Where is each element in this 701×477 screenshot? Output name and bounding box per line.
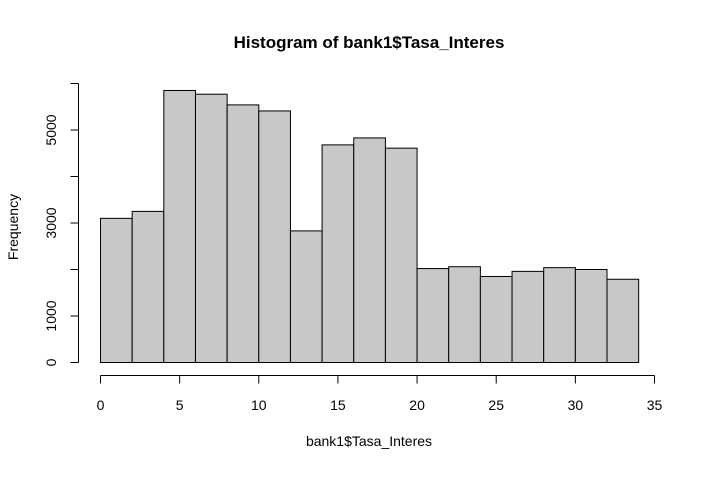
y-tick-label: 3000 — [43, 207, 59, 238]
histogram-bar — [606, 278, 640, 364]
y-tick-label: 5000 — [43, 114, 59, 145]
x-tick-label: 35 — [647, 397, 663, 413]
y-tick-label: 1000 — [43, 300, 59, 331]
histogram-bar — [353, 137, 386, 363]
x-tick-label: 20 — [409, 397, 425, 413]
histogram-bar — [511, 270, 545, 363]
histogram-bar — [100, 217, 133, 363]
x-tick-label: 25 — [488, 397, 504, 413]
x-tick-label: 5 — [176, 397, 184, 413]
histogram-bar — [163, 89, 196, 363]
chart-title: Histogram of bank1$Tasa_Interes — [234, 33, 505, 52]
x-tick-label: 15 — [330, 397, 346, 413]
y-axis-label: Frequency — [5, 194, 21, 260]
histogram-bar — [416, 268, 450, 364]
histogram-bar — [194, 93, 228, 363]
histogram-bar — [384, 147, 418, 363]
y-axis: 0 1000 3000 5000 — [43, 83, 79, 366]
histogram-bar — [258, 110, 291, 363]
bars-group — [100, 89, 640, 364]
histogram-bar — [543, 267, 576, 364]
histogram-bar — [448, 266, 481, 363]
y-tick-label: 0 — [43, 358, 59, 366]
histogram-bar — [226, 104, 260, 363]
x-axis: 0 5 10 15 20 25 30 35 — [97, 375, 663, 413]
histogram-bar — [289, 230, 323, 363]
x-tick-label: 30 — [568, 397, 584, 413]
x-tick-label: 0 — [97, 397, 105, 413]
x-axis-label: bank1$Tasa_Interes — [306, 433, 432, 449]
histogram-bar — [574, 269, 608, 363]
histogram-bar — [321, 144, 355, 363]
x-tick-label: 10 — [251, 397, 267, 413]
histogram-bar — [479, 275, 513, 364]
histogram-bar — [131, 210, 165, 363]
